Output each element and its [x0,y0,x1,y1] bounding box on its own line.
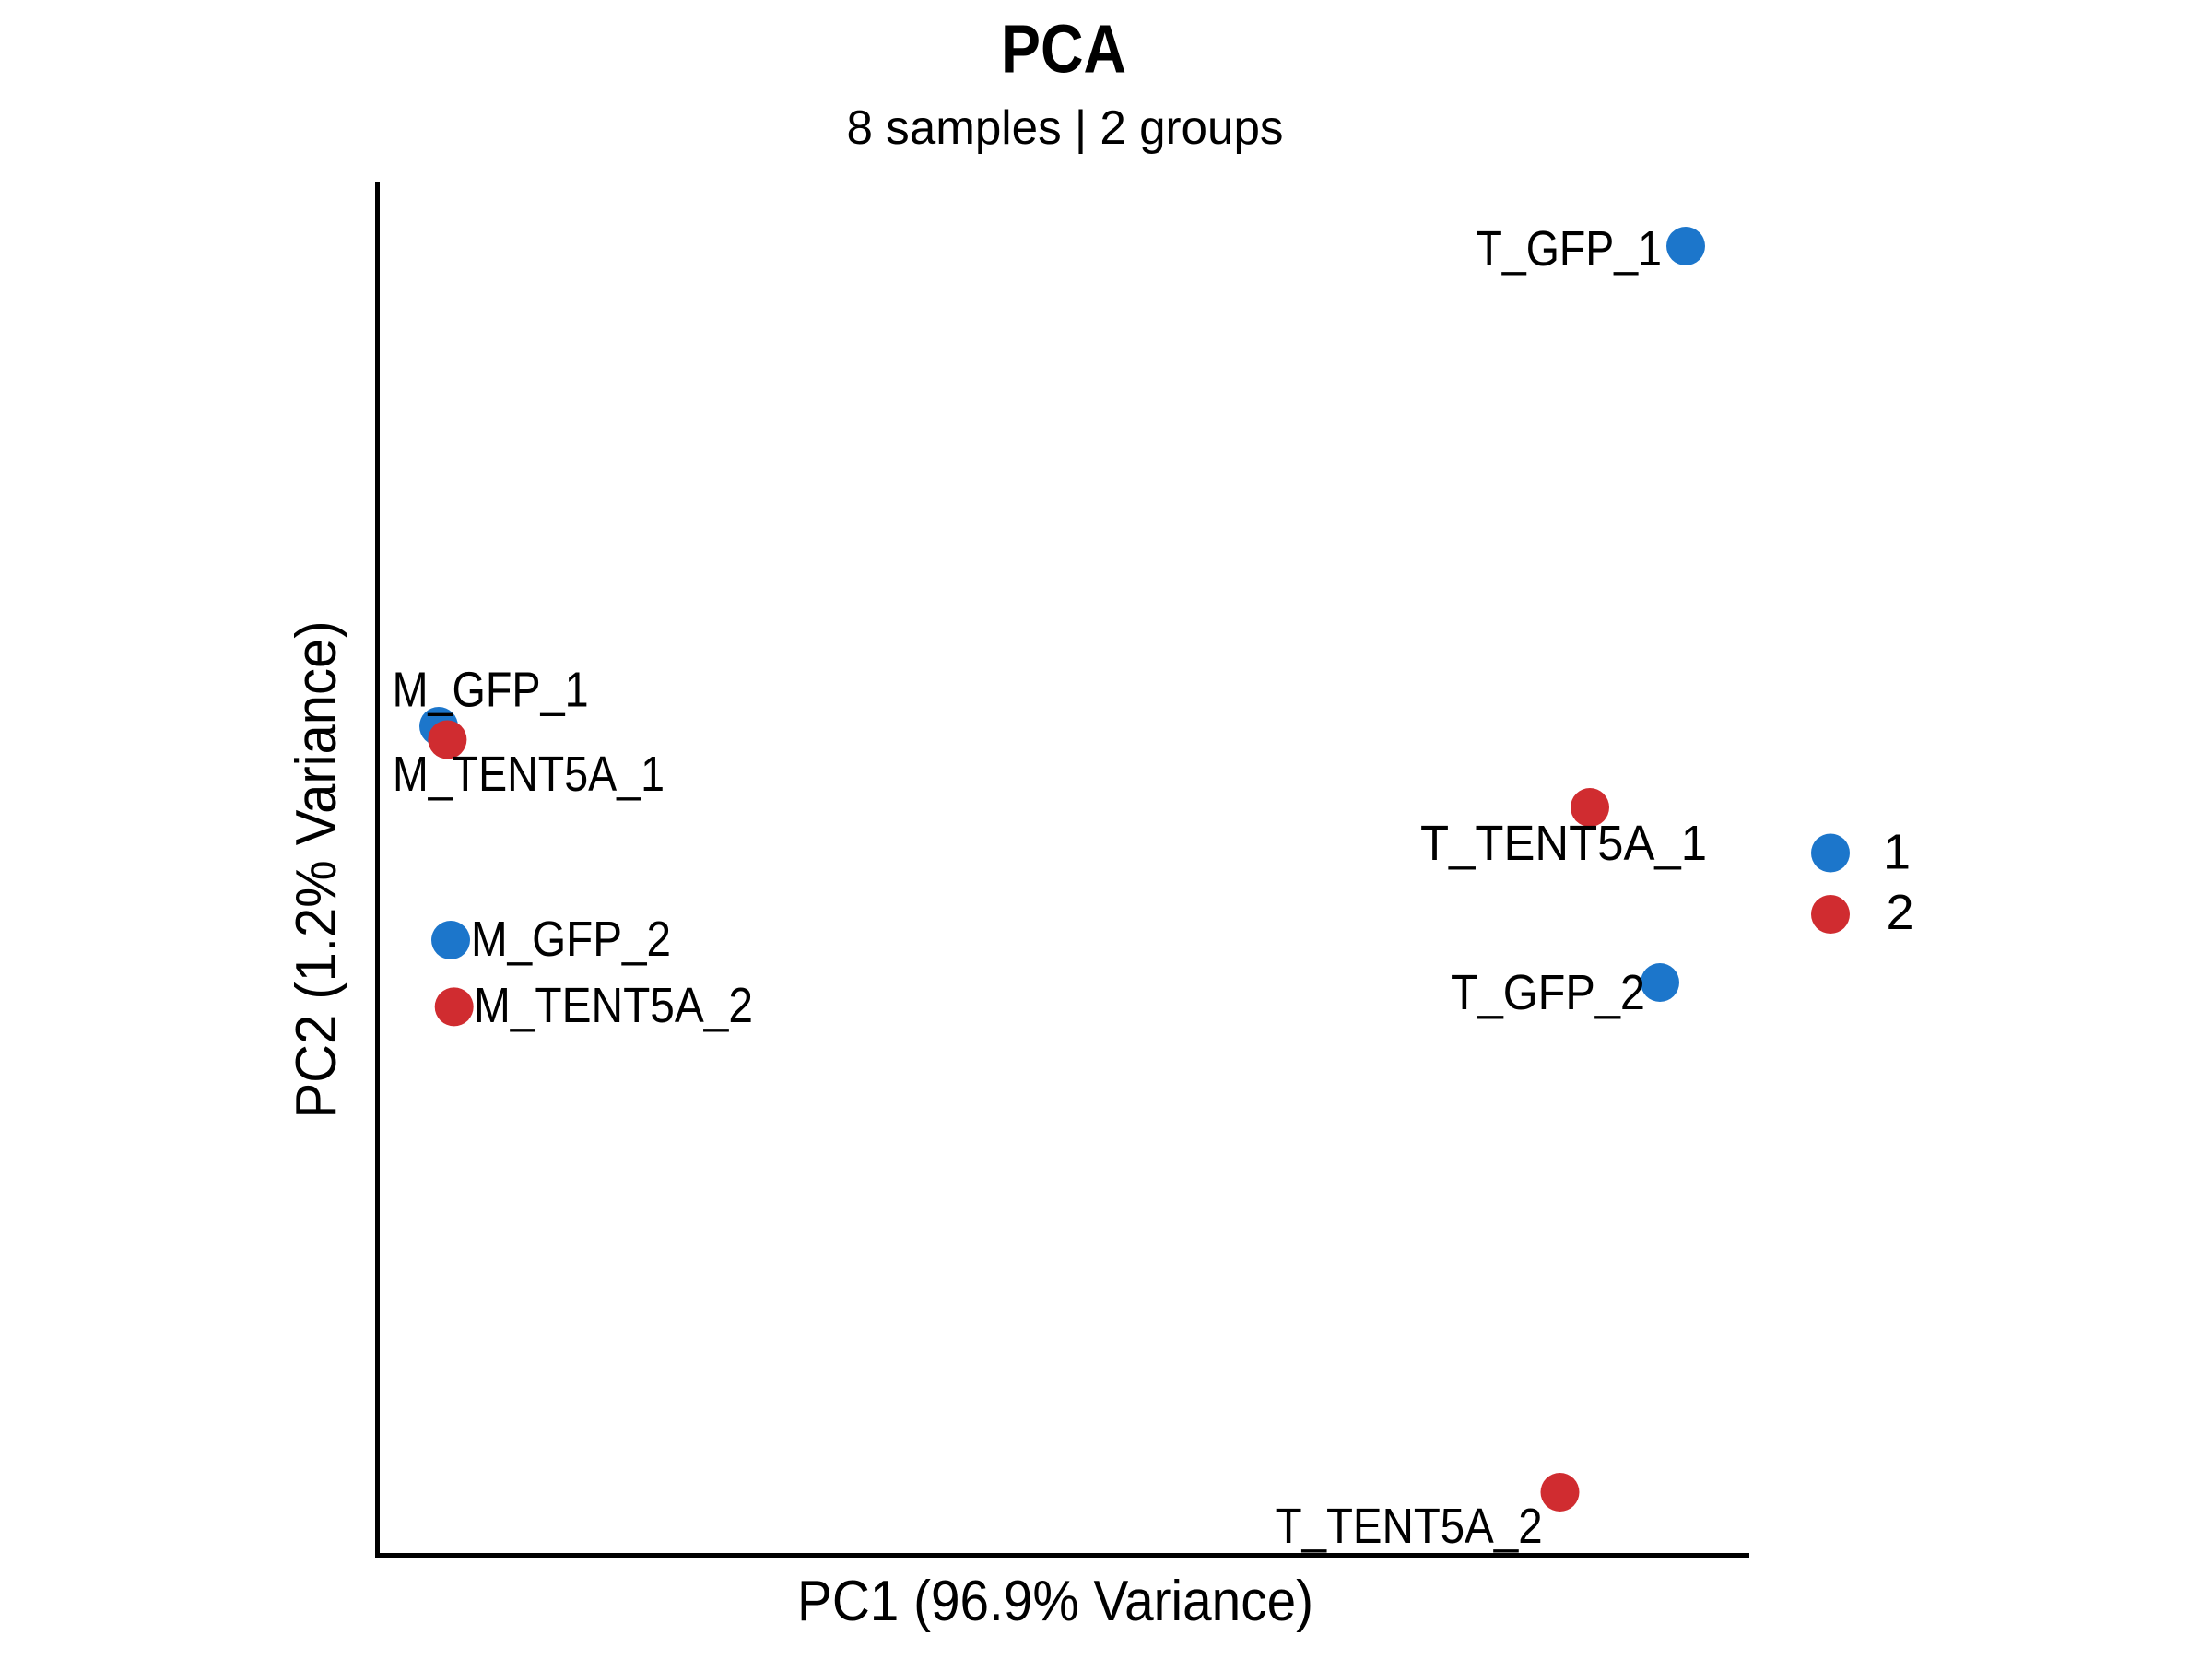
svg-text:8 samples | 2 groups: 8 samples | 2 groups [847,101,1284,155]
svg-text:T_TENT5A_1: T_TENT5A_1 [1420,816,1707,871]
svg-text:M_GFP_2: M_GFP_2 [471,912,671,967]
svg-text:PC2 (1.2% Variance): PC2 (1.2% Variance) [285,621,348,1119]
svg-text:PC1 (96.9% Variance): PC1 (96.9% Variance) [797,1570,1313,1633]
svg-text:T_GFP_1: T_GFP_1 [1477,221,1663,276]
svg-text:PCA: PCA [1001,11,1126,88]
svg-text:M_TENT5A_2: M_TENT5A_2 [474,978,753,1033]
svg-text:2: 2 [1887,885,1914,940]
svg-text:T_TENT5A_2: T_TENT5A_2 [1276,1499,1543,1554]
svg-text:1: 1 [1883,825,1911,880]
svg-text:T_GFP_2: T_GFP_2 [1451,965,1645,1020]
svg-text:M_GFP_1: M_GFP_1 [393,662,589,717]
svg-text:M_TENT5A_1: M_TENT5A_1 [393,747,665,802]
